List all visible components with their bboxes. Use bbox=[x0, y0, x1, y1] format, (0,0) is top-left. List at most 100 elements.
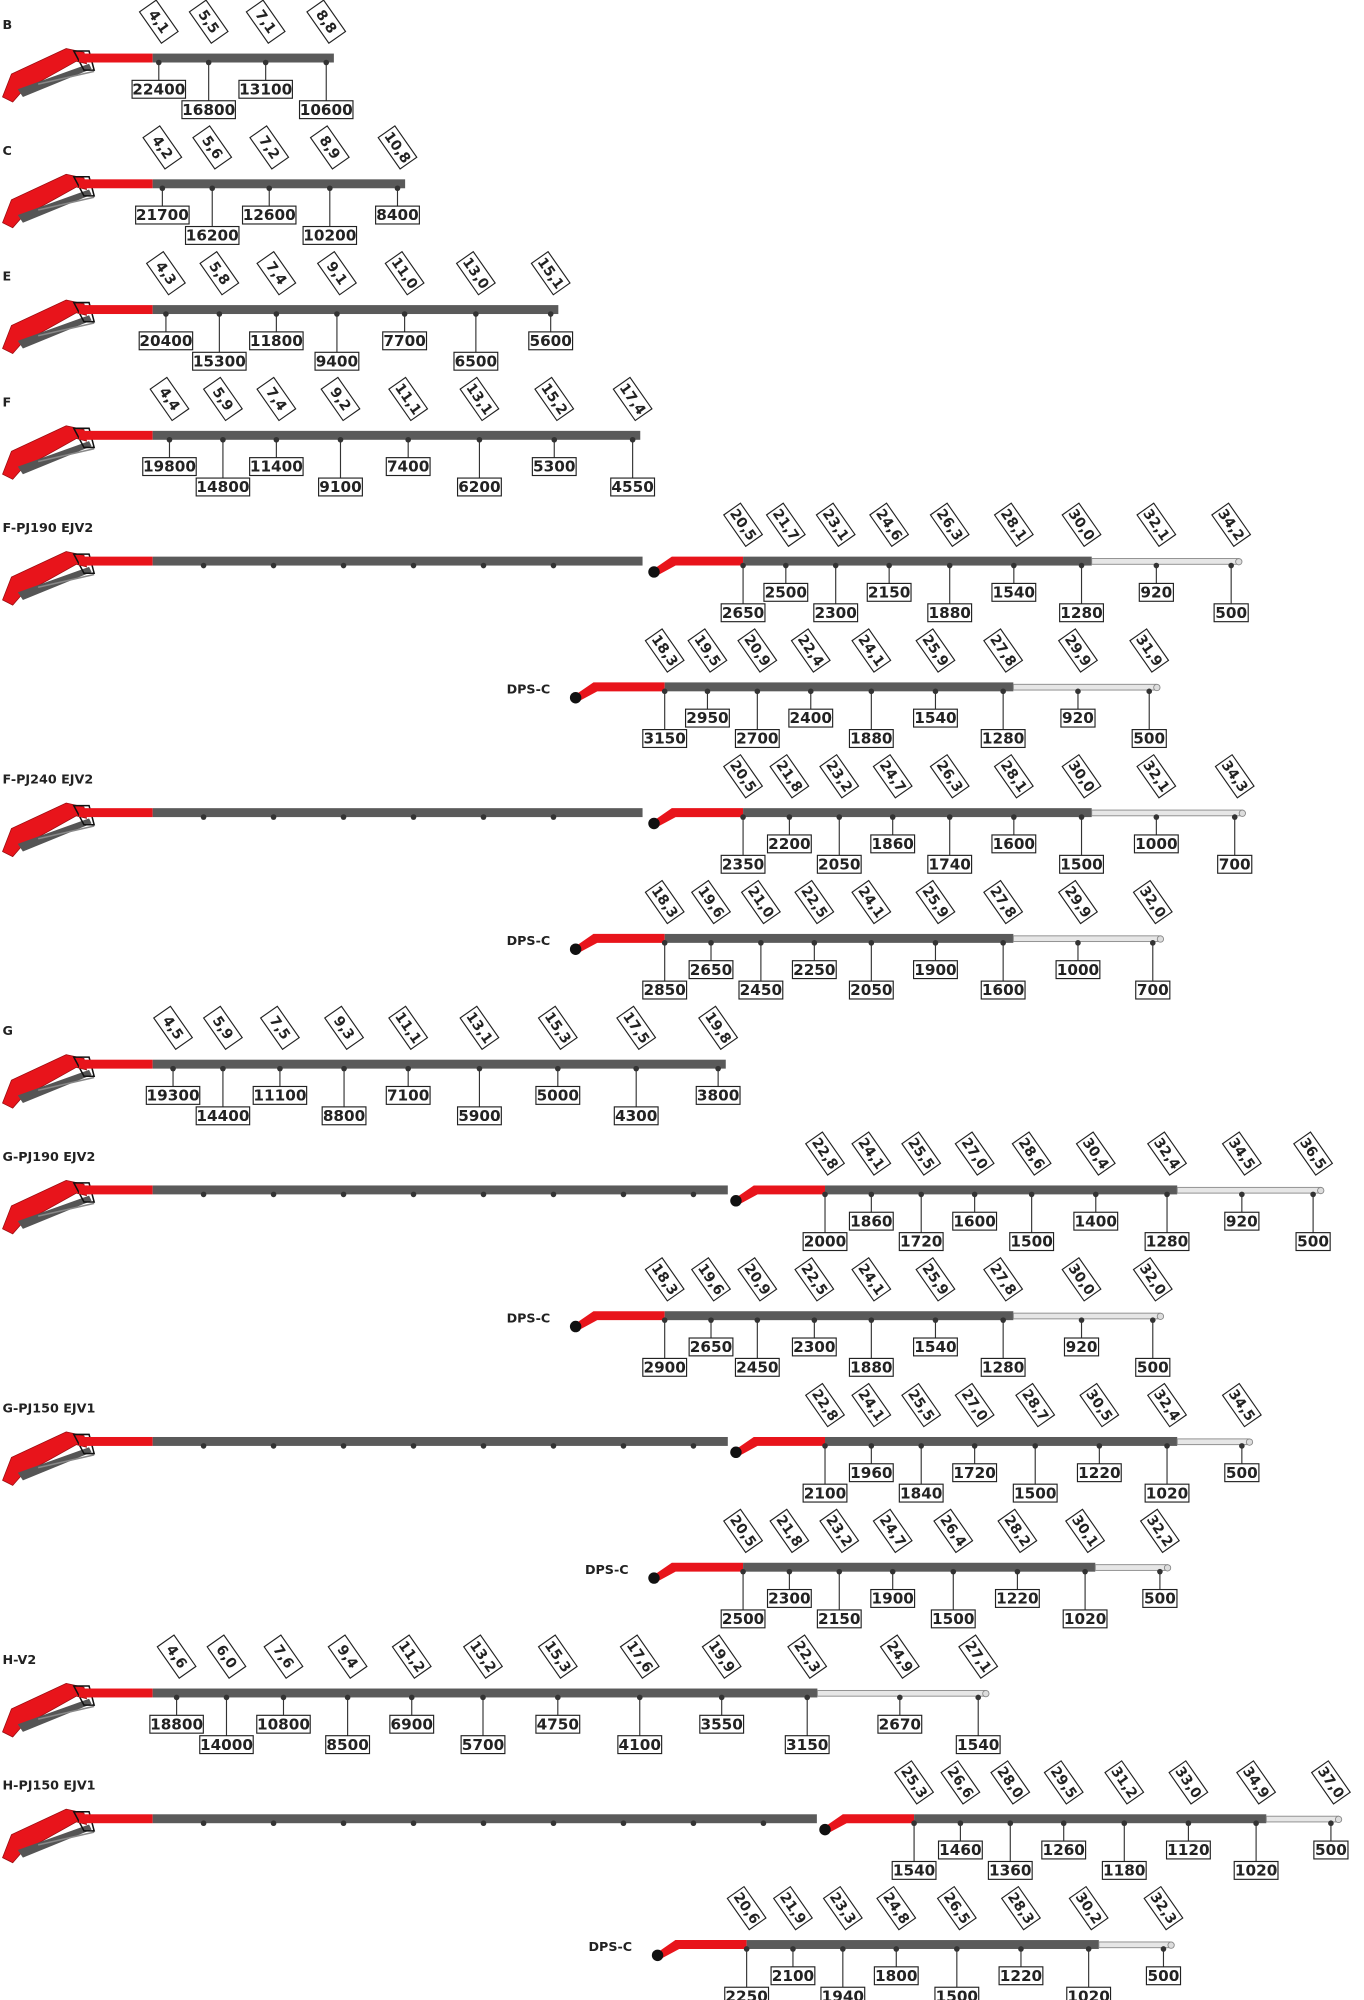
reach-tag: 7,6 bbox=[263, 1634, 304, 1679]
reach-tag: 31,2 bbox=[1104, 1760, 1145, 1805]
reach-box bbox=[1221, 1382, 1262, 1428]
reach-tag: 27,1 bbox=[958, 1634, 999, 1679]
reach-box bbox=[983, 628, 1024, 673]
capacity-box bbox=[131, 79, 187, 99]
reach-box bbox=[459, 1005, 500, 1051]
reach-tag: 13,1 bbox=[459, 1005, 500, 1051]
boom-joint bbox=[344, 1694, 351, 1701]
reach-tag: 4,1 bbox=[138, 0, 179, 45]
capacity-box bbox=[1059, 603, 1104, 623]
reach-tag: 34,5 bbox=[1221, 1382, 1262, 1428]
boom-joint bbox=[868, 688, 875, 695]
boom-joint bbox=[270, 1820, 277, 1827]
boom-joint bbox=[620, 1191, 627, 1198]
reach-tag: 26,5 bbox=[936, 1885, 977, 1931]
crane-bracket bbox=[72, 553, 96, 574]
capacity-label: 9100 bbox=[319, 478, 361, 496]
reach-box bbox=[152, 1005, 194, 1051]
crane-rod bbox=[38, 825, 95, 840]
capacity-label: 8500 bbox=[326, 1736, 368, 1754]
reach-box bbox=[309, 125, 350, 170]
crane bbox=[2, 173, 406, 229]
boom-joint bbox=[223, 1694, 230, 1701]
boom-red bbox=[78, 179, 153, 189]
capacity-label: 9400 bbox=[316, 352, 358, 370]
boom-joint bbox=[975, 1694, 982, 1701]
boom-grey bbox=[152, 1059, 726, 1069]
capacity-label: 4550 bbox=[611, 478, 653, 496]
crane-rod bbox=[38, 447, 95, 463]
jib-light bbox=[1098, 1941, 1172, 1949]
reach-tag: 20,6 bbox=[726, 1885, 767, 1931]
row-label: G-PJ190 EJV2 bbox=[3, 1150, 96, 1165]
boom-joint bbox=[550, 814, 557, 820]
capacity-label: 2200 bbox=[768, 835, 810, 853]
capacity-box bbox=[980, 729, 1026, 749]
crane-bracket bbox=[72, 1182, 96, 1203]
capacity-box bbox=[877, 1714, 923, 1734]
row-label: DPS-C bbox=[507, 683, 551, 698]
reach-tag: 32,3 bbox=[1143, 1885, 1184, 1931]
boom-joint bbox=[971, 1191, 978, 1198]
reach-tag: 30,5 bbox=[1079, 1382, 1120, 1428]
capacity-label: 11400 bbox=[250, 458, 303, 476]
boom-joint bbox=[159, 185, 166, 192]
capacity-box bbox=[256, 1714, 311, 1734]
boom-joint bbox=[262, 59, 269, 66]
boom-joint bbox=[547, 311, 554, 317]
capacity-box bbox=[252, 1085, 308, 1105]
reach-tag: 4,2 bbox=[142, 125, 183, 170]
capacity-label: 700 bbox=[1137, 981, 1169, 999]
capacity-label: 1880 bbox=[928, 604, 970, 622]
reach-tag: 21,7 bbox=[765, 502, 806, 548]
capacity-label: 2500 bbox=[765, 583, 807, 601]
capacity-box bbox=[1131, 729, 1167, 749]
capacity-box bbox=[1165, 1840, 1211, 1860]
reach-box bbox=[256, 376, 297, 422]
boom-joint bbox=[704, 688, 711, 695]
capacity-box bbox=[695, 1085, 741, 1105]
jib bbox=[569, 933, 1165, 955]
boom-joint bbox=[740, 562, 746, 569]
reach-tag: 19,8 bbox=[698, 1005, 739, 1051]
reach-box bbox=[1211, 502, 1252, 548]
reach-box bbox=[1068, 1885, 1109, 1931]
capacity-label: 1900 bbox=[871, 1590, 913, 1608]
reach-tag: 21,9 bbox=[772, 1885, 814, 1931]
jib-tip bbox=[1245, 1438, 1254, 1446]
boom-joint bbox=[480, 1694, 486, 1701]
boom-grey bbox=[152, 1436, 728, 1446]
boom-joint bbox=[1157, 1568, 1163, 1575]
crane-bracket bbox=[72, 804, 96, 826]
capacity-box bbox=[866, 582, 912, 602]
capacity-box bbox=[766, 1588, 812, 1608]
reach-box bbox=[787, 1634, 828, 1679]
boom-joint bbox=[200, 562, 207, 569]
jib-red bbox=[573, 933, 665, 952]
boom-grey bbox=[152, 179, 406, 189]
capacity-box bbox=[937, 1840, 983, 1860]
reach-box bbox=[737, 628, 778, 673]
capacity-box bbox=[1135, 980, 1171, 1000]
crane bbox=[2, 299, 559, 355]
capacity-box bbox=[934, 1986, 980, 2000]
boom-joint bbox=[1082, 1568, 1088, 1575]
capacity-box bbox=[531, 457, 577, 477]
jib-pivot bbox=[569, 943, 582, 955]
reach-tag: 7,1 bbox=[245, 0, 286, 45]
row-label: H-V2 bbox=[3, 1653, 37, 1668]
boom-joint bbox=[661, 1317, 668, 1323]
jib bbox=[819, 1814, 1343, 1836]
reach-box bbox=[851, 1382, 892, 1428]
boom-joint bbox=[868, 1443, 875, 1449]
boom-joint bbox=[708, 940, 714, 946]
reach-tag: 29,9 bbox=[1057, 879, 1099, 925]
capacity-label: 1460 bbox=[939, 1841, 981, 1859]
capacity-box bbox=[389, 1714, 435, 1734]
reach-box bbox=[690, 879, 732, 925]
reach-tag: 13,0 bbox=[455, 250, 496, 296]
reach-tag: 22,3 bbox=[787, 1634, 828, 1679]
boom-joint bbox=[661, 940, 668, 946]
capacity-label: 18800 bbox=[150, 1715, 203, 1733]
reach-box bbox=[958, 1634, 999, 1679]
